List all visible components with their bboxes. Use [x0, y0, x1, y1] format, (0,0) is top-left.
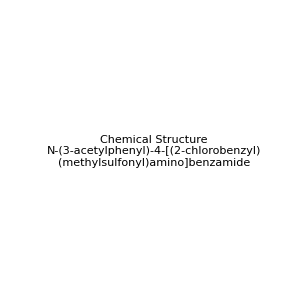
- Text: Chemical Structure
N-(3-acetylphenyl)-4-[(2-chlorobenzyl)
(methylsulfonyl)amino]: Chemical Structure N-(3-acetylphenyl)-4-…: [46, 135, 261, 168]
